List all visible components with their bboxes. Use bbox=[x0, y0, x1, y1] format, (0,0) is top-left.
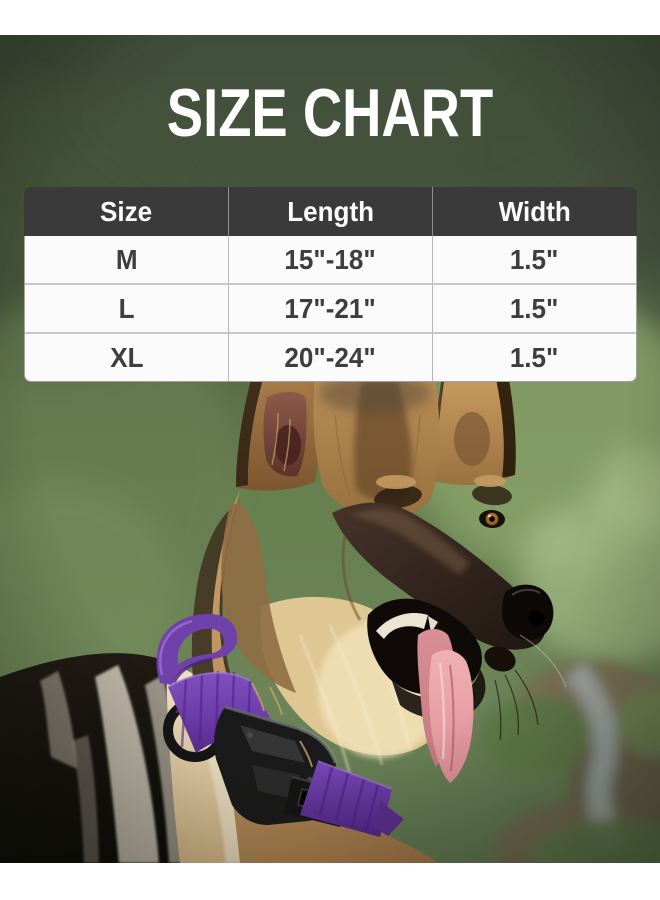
size-chart-table: Size Length Width M 15"-18" 1.5" L 17"-2… bbox=[24, 187, 637, 382]
cell-size: M bbox=[115, 243, 138, 275]
table-row-m: M 15"-18" 1.5" bbox=[25, 236, 636, 283]
table-body: M 15"-18" 1.5" L 17"-21" 1.5" XL 20"-24"… bbox=[24, 236, 637, 382]
table-row-xl: XL 20"-24" 1.5" bbox=[25, 332, 636, 381]
cell-width: 1.5" bbox=[432, 334, 636, 381]
header-cell-width: Width bbox=[432, 187, 637, 236]
cell-length: 20"-24" bbox=[228, 334, 432, 381]
cell-size: L bbox=[118, 292, 135, 324]
cell-width: 1.5" bbox=[432, 236, 636, 283]
page-title-text: SIZE CHART bbox=[166, 75, 494, 151]
header-cell-length: Length bbox=[227, 187, 433, 236]
cell-width: 1.5" bbox=[432, 285, 636, 332]
dog-photo bbox=[0, 35, 660, 863]
cell-length: 17"-21" bbox=[228, 285, 432, 332]
table-header-row: Size Length Width bbox=[24, 187, 637, 236]
cell-length: 15"-18" bbox=[228, 236, 432, 283]
cell-size: XL bbox=[109, 341, 144, 373]
page-title: SIZE CHART bbox=[0, 79, 660, 147]
table-row-l: L 17"-21" 1.5" bbox=[25, 283, 636, 332]
dog-photo-graphic bbox=[0, 35, 660, 863]
header-cell-size: Size bbox=[99, 195, 152, 227]
